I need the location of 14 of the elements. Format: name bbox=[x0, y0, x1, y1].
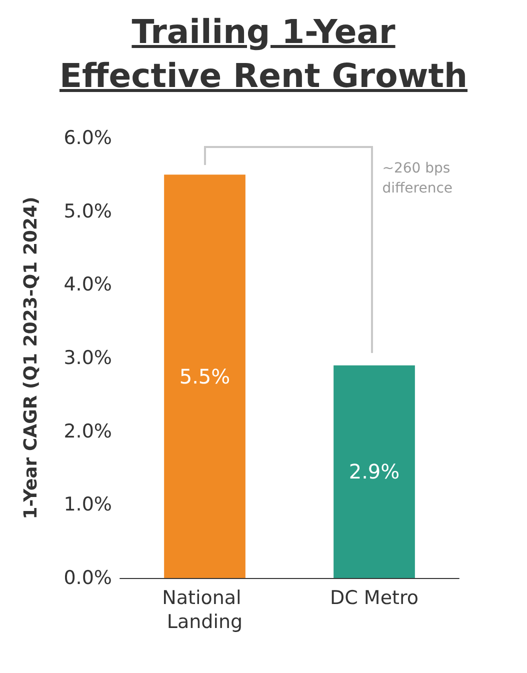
data-label: 5.5% bbox=[179, 364, 230, 388]
annotation: ~260 bps difference bbox=[382, 160, 455, 197]
y-axis-title: 1-Year CAGR (Q1 2023-Q1 2024) bbox=[20, 196, 42, 520]
chart-title: Trailing 1-Year Effective Rent Growth bbox=[58, 11, 469, 97]
y-tick-label: 4.0% bbox=[64, 274, 112, 296]
y-tick-label: 0.0% bbox=[64, 567, 112, 589]
y-tick-label: 6.0% bbox=[64, 127, 112, 149]
data-label: 2.9% bbox=[348, 460, 400, 484]
y-tick-label: 3.0% bbox=[64, 347, 112, 369]
x-tick-label: National Landing bbox=[162, 587, 248, 633]
y-tick-label: 1.0% bbox=[64, 494, 112, 516]
x-tick-label: DC Metro bbox=[330, 587, 418, 609]
y-tick-label: 5.0% bbox=[64, 200, 112, 222]
y-tick-label: 2.0% bbox=[64, 420, 112, 442]
